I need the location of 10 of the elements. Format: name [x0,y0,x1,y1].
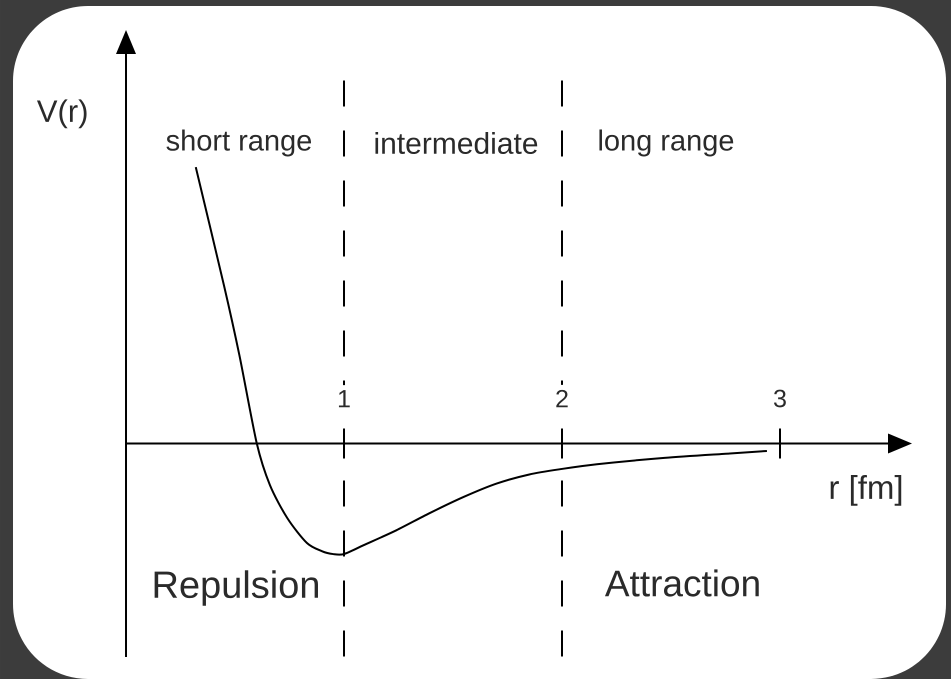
y-axis-title: V(r) [36,99,87,128]
x-tick-label: 2 [556,390,568,408]
x-tick-label: 1 [338,390,350,408]
text: short range [166,129,312,157]
x-tick-label: 3 [774,390,786,408]
text: Attraction [604,569,759,597]
text: long range [599,129,734,157]
x-axis-title: r [fm] [830,475,902,506]
text: intermediate [375,132,538,154]
text: Repulsion [154,570,318,606]
